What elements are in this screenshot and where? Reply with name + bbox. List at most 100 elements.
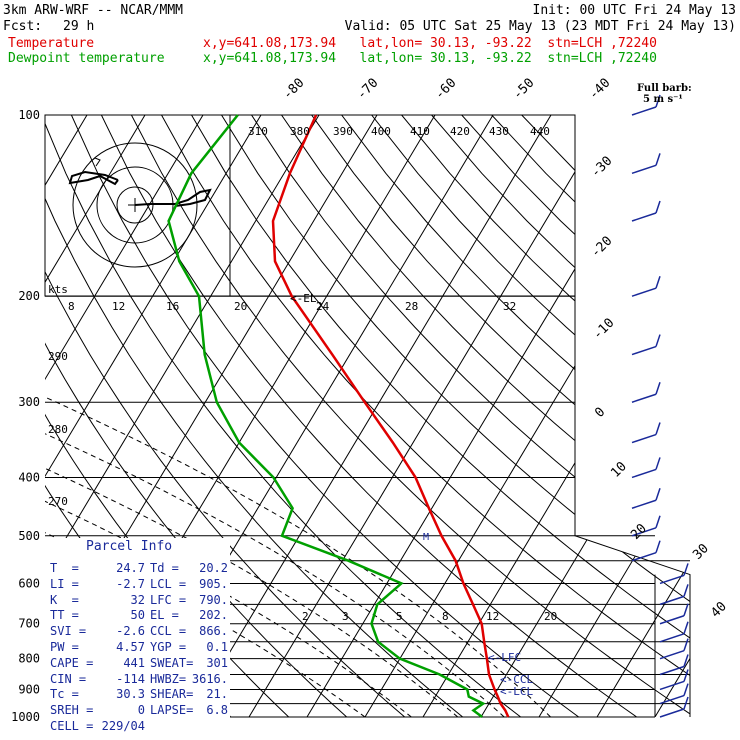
isotherm-30 [538,115,690,717]
dry-adiabat-350 [191,115,690,717]
wind-barb-flag-800 [683,638,689,651]
pressure-label-400: 400 [18,470,40,484]
mixing-ratio-label-2: 5 [396,610,403,623]
parcel-cell: 301 [206,655,228,670]
parcel-cell: -2.6 [116,624,145,639]
parcel-cell: SWEAT= [150,655,194,670]
isotherm--10 [306,115,668,717]
isotherm-20 [480,115,690,717]
wind-barb-400 [631,468,657,479]
theta-label-5: 420 [450,125,470,138]
parcel-cell: 866. [199,624,228,639]
hodo-speed-label-6: 32 [503,300,516,313]
parcel-row: CELL = 229/04 [50,719,228,734]
fcst-hours: 29 h [63,19,95,34]
parcel-cell: 3616. [191,671,228,686]
wind-barb-900 [659,680,685,691]
wind-barb-500 [631,527,657,537]
isotherm-label-10: 20 [628,521,650,543]
parcel-cell: 0 [137,703,145,718]
wind-barb-800 [659,649,685,660]
dry-adiabat-420 [401,115,690,717]
sounding-curves [167,114,510,719]
el-marker: <-EL [290,292,317,305]
pressure-label-500: 500 [18,529,40,543]
wind-barb-125 [631,164,657,175]
wind-barb-950 [659,694,685,705]
theta-label-3: 400 [371,125,391,138]
dewpoint-location: x,y=641.08,173.94 lat,lon= 30.13, -93.22… [203,51,657,66]
theta-label-4: 410 [410,125,430,138]
dry-adiabat-370 [251,115,690,717]
hodograph-ring-3 [72,142,198,268]
parcel-cell: 20.2 [199,561,228,575]
isotherm--70 [45,115,320,717]
parcel-cell: 441 [123,655,145,670]
isotherm-50 [654,115,690,717]
wind-barb-600 [659,574,685,585]
wind-barb-150 [631,212,657,222]
parcel-cell: SREH = [50,703,94,718]
parcel-info-panel: Parcel Info T = 24.7 Td = 20.2 LI = -2.7 LCL =… [44,538,230,735]
isotherm-label-1: -70 [354,76,381,103]
theta-label-9: 280 [48,423,68,436]
theta-label-6: 430 [489,125,509,138]
parcel-row: T = 24.7 Td = 20.2 [50,561,228,576]
mixing-ratio-label-4: 12 [486,610,499,623]
dry-adiabat-410 [371,115,690,717]
isotherm-label-11: 30 [690,541,712,563]
wind-barbs [631,94,689,718]
dry-adiabat-390 [311,115,690,717]
wind-barb-750 [659,633,685,643]
parcel-cell: LAPSE= [150,703,194,718]
pressure-label-100: 100 [18,108,40,122]
parcel-row: CIN = -114 HWBZ= 3616. [50,672,228,687]
wind-barb-flag-100 [655,94,661,108]
model-title: 3km ARW-WRF -- NCAR/MMM [3,3,184,18]
ccl-marker: <-CCL [500,673,533,686]
parcel-cell: 32 [130,592,145,607]
wind-barb-flag-600 [683,563,689,576]
dry-adiabat-450 [491,115,690,717]
wind-barb-1000 [659,708,685,718]
parcel-cell: 905. [199,576,228,591]
parcel-row: LI = -2.7 LCL = 905. [50,577,228,592]
moist-adiabat-32 [45,295,551,717]
dry-adiabat-400 [341,115,690,717]
dry-adiabat-430 [431,115,690,717]
parcel-row: SREH = 0 LAPSE= 6.8 [50,703,228,718]
theta-label-8: 290 [48,350,68,363]
parcel-cell: CELL = [50,719,94,733]
parcel-row: PW = 4.57 YGP = 0.1 [50,640,228,655]
parcel-cell: 24.7 [116,561,145,575]
hodo-unit-label: kts [48,283,68,296]
parcel-cell: 4.57 [116,640,145,654]
wind-barb-flag-950 [683,683,689,696]
isotherm-label-12: 40 [708,599,730,621]
lfc-marker: <-LFC [488,651,521,664]
parcel-cell: -114 [116,671,145,686]
isotherm--100 [45,115,146,717]
pressure-label-1000: 1000 [11,710,40,724]
wind-barb-450 [631,499,657,509]
parcel-cell: PW = [50,640,79,654]
parcel-cell: YGP = [150,640,187,654]
mixing-ratio-label-0: 2 [302,610,309,623]
m-marker: M [423,532,429,543]
init-time: Init: 00 UTC Fri 24 May 13 [532,3,737,18]
theta-label-2: 390 [333,125,353,138]
hodo-speed-label-2: 16 [166,300,179,313]
hodo-speed-label-5: 28 [405,300,418,313]
parcel-cell: 50 [130,608,145,623]
wind-barb-flag-350 [655,422,661,435]
wind-barb-700 [659,615,685,625]
hodograph-trace-2 [68,170,119,186]
wind-barb-350 [631,433,657,444]
parcel-cell: 790. [199,592,228,607]
wind-legend-title: Full barb: [637,83,692,94]
parcel-cell: LCL = [150,576,187,591]
isotherm-label-6: -20 [588,234,615,261]
pressure-label-300: 300 [18,395,40,409]
wind-barb-250 [631,345,657,356]
wind-barb-flag-300 [655,381,661,395]
